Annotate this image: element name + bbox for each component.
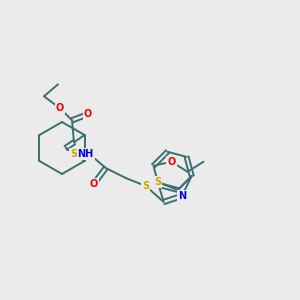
Text: S: S <box>142 181 149 191</box>
Text: NH: NH <box>78 149 94 159</box>
Text: O: O <box>56 103 64 113</box>
Text: S: S <box>154 177 161 187</box>
Text: O: O <box>84 109 92 119</box>
Text: O: O <box>90 179 98 189</box>
Text: O: O <box>167 157 175 167</box>
Text: S: S <box>70 149 78 159</box>
Text: N: N <box>178 191 186 201</box>
